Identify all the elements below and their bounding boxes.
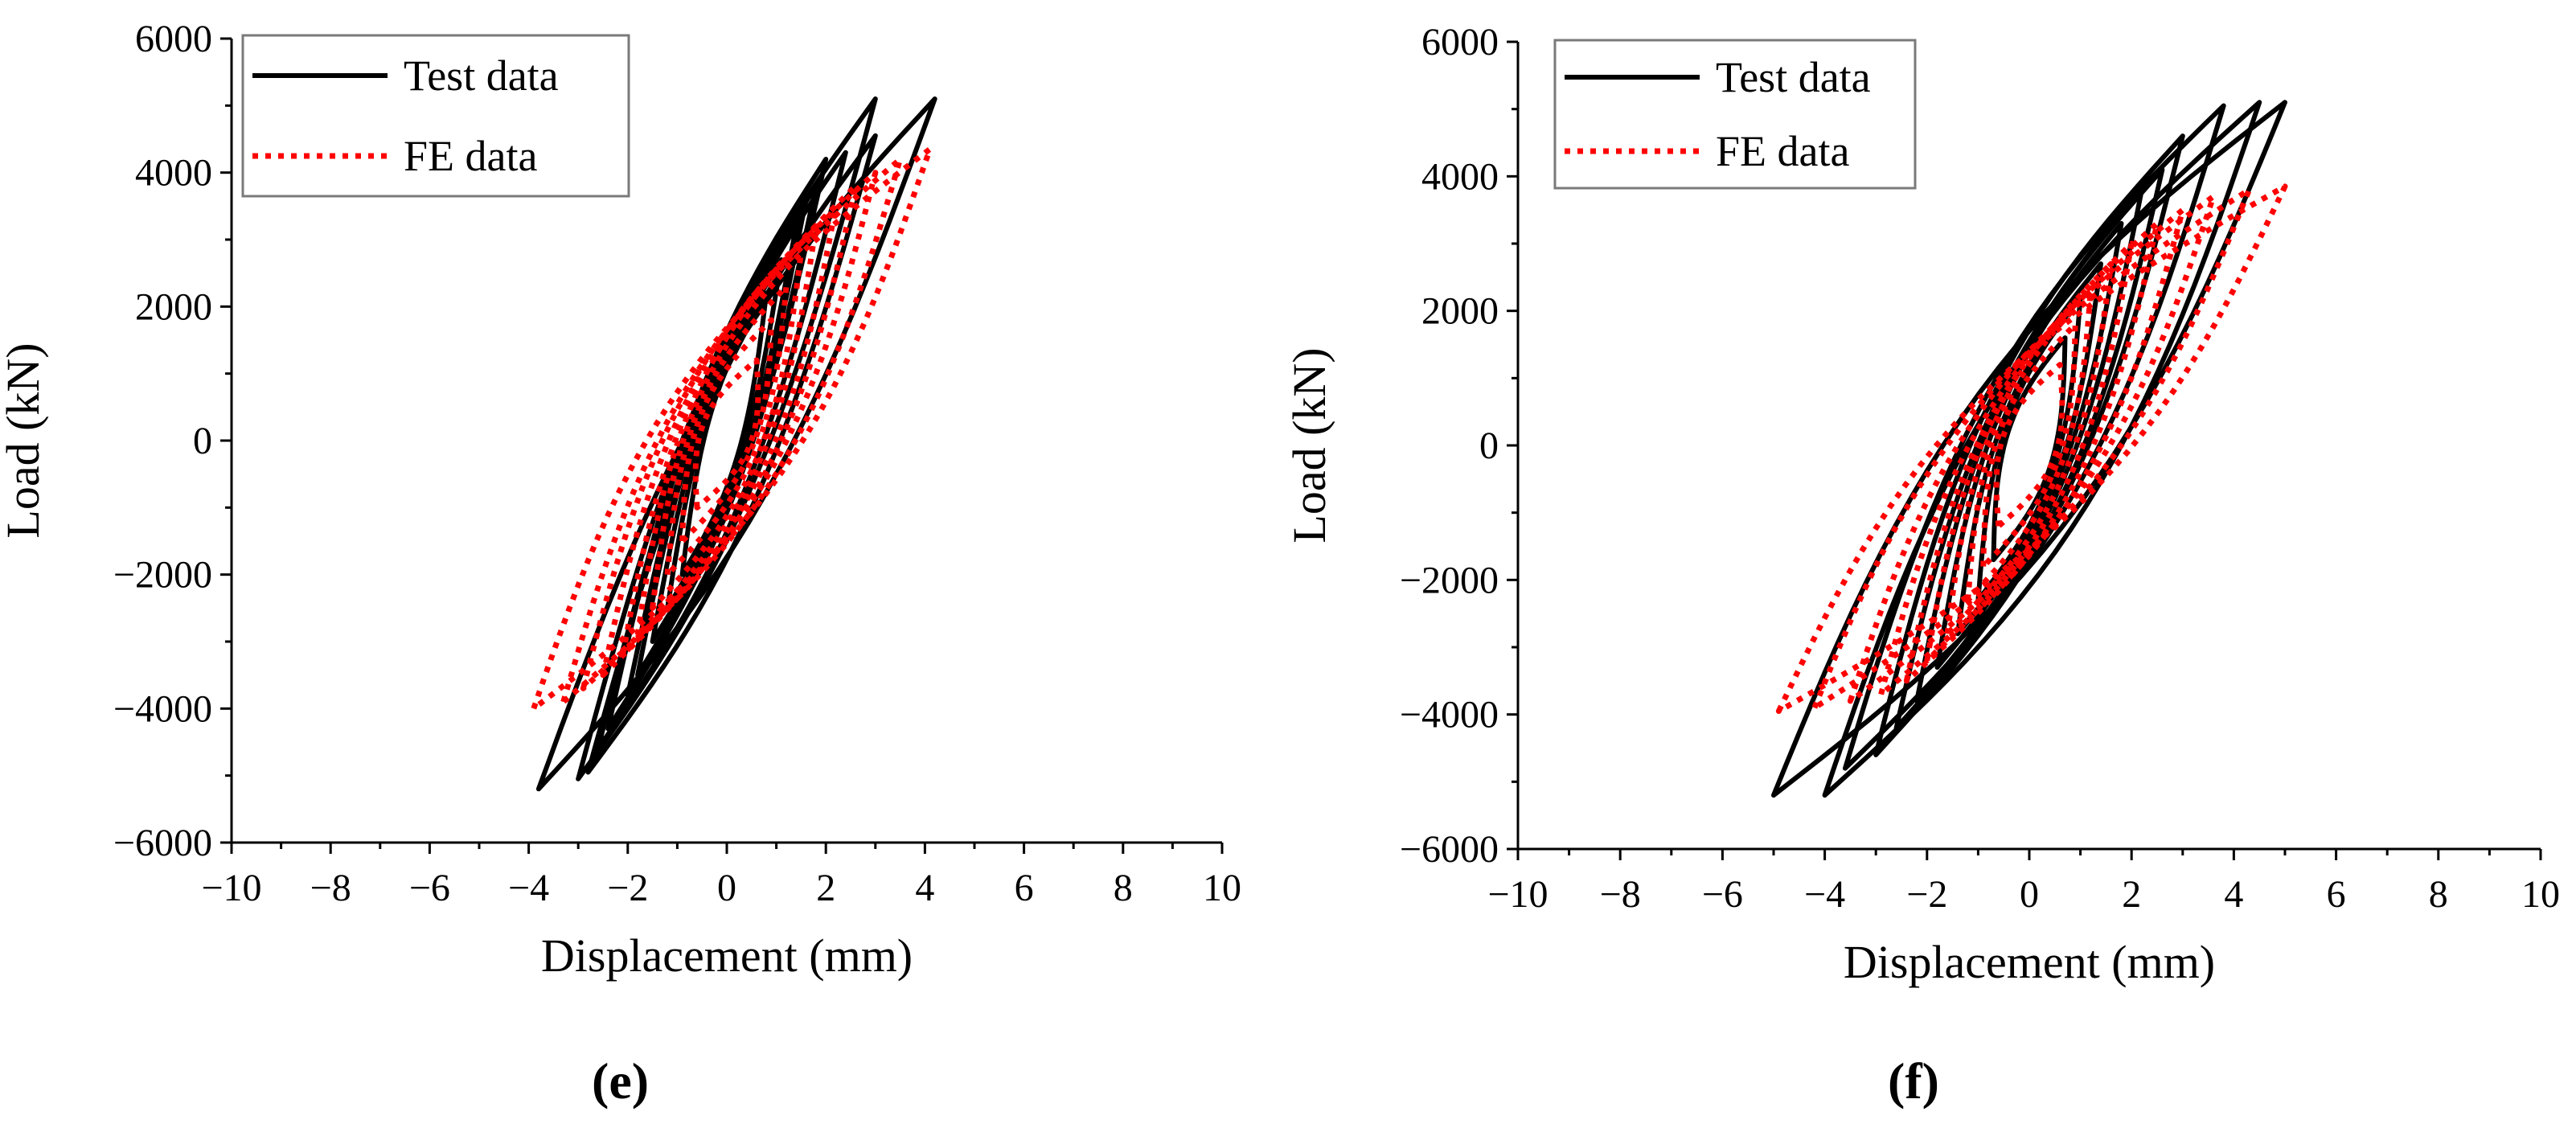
series-fe-data [1775,183,2288,714]
fe-data-loop-4 [1878,207,2186,698]
y-axis-label: Load (kN) [0,342,49,538]
x-tick-label: 4 [2224,873,2243,916]
x-tick-label: −8 [1600,873,1641,916]
fe-data-loop-10 [692,357,761,511]
y-axis-label: Load (kN) [1283,347,1335,543]
test-data-loop-7 [1934,220,2124,671]
legend-label-fe-data: FE data [404,132,537,180]
x-tick-label: 0 [2020,873,2039,916]
test-data-loop-2 [576,96,878,781]
test-data-loop-4 [595,150,848,752]
panel-label-e: (e) [592,1052,650,1109]
y-tick-label: 0 [1479,424,1499,467]
chart-panel-f: −10 −8 −6 −4 −2 0 2 4 6 8 10 6000 4000 2000 0 −2000 −400… [1283,21,2560,988]
test-data-loop-2 [1822,100,2262,798]
y-tick-label: 6000 [135,18,212,60]
y-tick-label: 6000 [1421,21,1499,64]
fe-data-loop-5 [620,203,839,658]
legend-label-test-data: Test data [1716,53,1871,101]
fe-data-loop-7 [650,250,804,611]
y-tick-label: −4000 [1400,694,1499,736]
x-tick-label: 0 [717,867,736,909]
y-tick-label: 4000 [1421,155,1499,198]
x-tick-label: 8 [1114,867,1133,909]
fe-data-loop-9 [1980,321,2078,570]
x-axis-label: Displacement (mm) [541,929,913,982]
legend-label-test-data: Test data [404,51,559,100]
y-tick-label: −6000 [113,822,212,864]
x-tick-label: 4 [915,867,934,909]
legend-label-fe-data: FE data [1716,127,1849,175]
x-tick-label: 2 [2122,873,2141,916]
chart-panel-e: −10 −8 −6 −4 −2 0 2 4 6 8 10 6000 4000 2000 0 −2000 −400… [0,18,1241,982]
x-tick-label: 10 [1203,867,1241,909]
x-tick-label: −2 [607,867,648,909]
test-data-loop-4 [1873,133,2185,757]
y-tick-label: −2000 [113,554,212,597]
fe-data-loop-10 [1993,362,2065,529]
x-tick-label: 6 [1015,867,1034,909]
x-tick-label: −4 [1804,873,1845,916]
fe-data-loop-2 [1811,187,2252,711]
test-data-loop-1 [535,96,937,792]
y-tick-label: 2000 [1421,290,1499,333]
fe-data-loop-9 [679,317,774,544]
y-tick-label: −6000 [1400,828,1499,871]
x-axis-label: Displacement (mm) [1844,936,2215,988]
x-tick-label: −6 [1702,873,1743,916]
panel-label-f: (f) [1888,1052,1939,1109]
x-tick-label: 6 [2327,873,2346,916]
x-tick-label: −4 [508,867,549,909]
series-fe-data [531,146,933,712]
x-tick-label: 8 [2429,873,2448,916]
fe-data-loop-7 [1944,260,2115,637]
x-tick-label: −10 [1487,873,1548,916]
x-tick-label: −6 [409,867,450,909]
test-data-loop-5 [1893,167,2165,731]
x-tick-label: −2 [1906,873,1947,916]
y-tick-label: 4000 [135,152,212,195]
y-tick-label: 2000 [135,285,212,328]
legend: Test data FE data [1553,39,1917,190]
x-tick-label: −8 [310,867,351,909]
y-tick-label: −2000 [1400,559,1499,601]
legend-box [1553,39,1917,190]
fe-data-loop-3 [1847,193,2217,704]
fe-data-loop-1 [531,146,933,712]
y-tick-label: 0 [193,420,212,462]
x-tick-label: 10 [2521,873,2560,916]
legend-box [241,34,630,198]
legend: Test data FE data [241,34,630,198]
y-tick-label: −4000 [113,687,212,730]
series-test-data [535,96,937,792]
fe-data-loop-2 [560,156,904,705]
fe-data-loop-8 [1965,288,2094,603]
x-tick-label: −10 [201,867,261,909]
x-tick-label: 2 [816,867,835,909]
fe-data-loop-8 [664,283,790,578]
fe-data-loop-1 [1775,183,2288,714]
